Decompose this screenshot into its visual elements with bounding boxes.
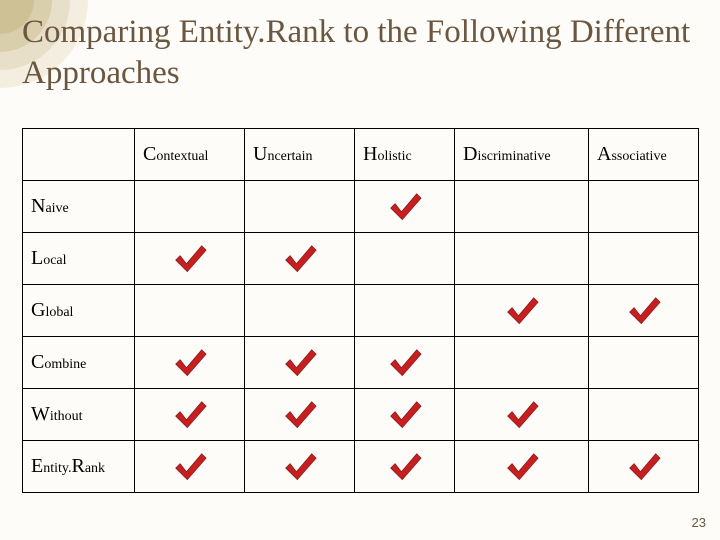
cell xyxy=(455,337,589,389)
cell xyxy=(589,389,699,441)
cell xyxy=(455,181,589,233)
row-header-naive: Naive xyxy=(23,181,135,233)
cell xyxy=(589,181,699,233)
row-header-without: Without xyxy=(23,389,135,441)
table-row: Local xyxy=(23,233,699,285)
row-header-global: Global xyxy=(23,285,135,337)
col-header-contextual: Contextual xyxy=(135,129,245,181)
cell xyxy=(245,441,355,493)
table-row: Entity.Rank xyxy=(23,441,699,493)
table-row: Naive xyxy=(23,181,699,233)
cell xyxy=(589,233,699,285)
cell xyxy=(589,441,699,493)
col-header-holistic: Holistic xyxy=(355,129,455,181)
cell xyxy=(245,233,355,285)
cell xyxy=(455,285,589,337)
cell xyxy=(355,441,455,493)
table-row: Global xyxy=(23,285,699,337)
cell xyxy=(245,389,355,441)
cell xyxy=(455,233,589,285)
cell xyxy=(135,233,245,285)
cell xyxy=(135,389,245,441)
header-empty xyxy=(23,129,135,181)
cell xyxy=(355,181,455,233)
col-header-discriminative: Discriminative xyxy=(455,129,589,181)
cell xyxy=(455,389,589,441)
cell xyxy=(355,285,455,337)
table-row: Combine xyxy=(23,337,699,389)
cell xyxy=(135,181,245,233)
cell xyxy=(135,441,245,493)
cell xyxy=(455,441,589,493)
page-number: 23 xyxy=(692,515,706,530)
cell xyxy=(245,181,355,233)
cell xyxy=(245,285,355,337)
row-header-combine: Combine xyxy=(23,337,135,389)
col-header-uncertain: Uncertain xyxy=(245,129,355,181)
cell xyxy=(589,285,699,337)
comparison-table: ContextualUncertainHolisticDiscriminativ… xyxy=(22,128,698,493)
cell xyxy=(589,337,699,389)
cell xyxy=(355,389,455,441)
row-header-local: Local xyxy=(23,233,135,285)
row-header-entity-rank: Entity.Rank xyxy=(23,441,135,493)
table-row: Without xyxy=(23,389,699,441)
slide-title: Comparing Entity.Rank to the Following D… xyxy=(22,12,700,95)
cell xyxy=(355,337,455,389)
cell xyxy=(245,337,355,389)
cell xyxy=(355,233,455,285)
cell xyxy=(135,285,245,337)
col-header-associative: Associative xyxy=(589,129,699,181)
cell xyxy=(135,337,245,389)
